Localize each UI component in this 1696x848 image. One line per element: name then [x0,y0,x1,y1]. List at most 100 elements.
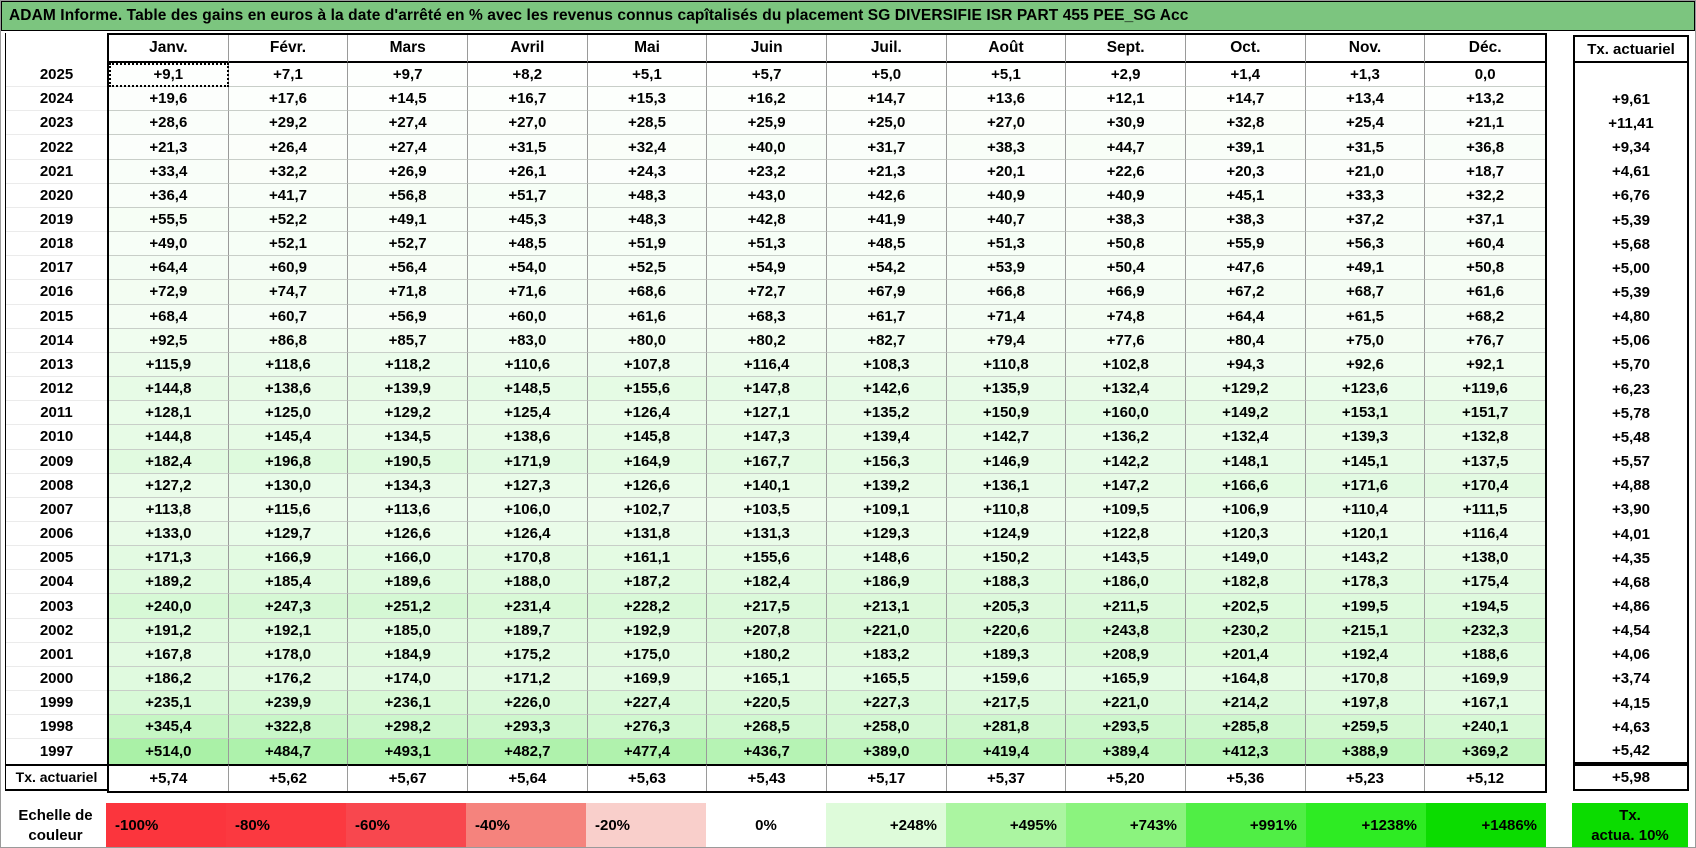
gain-cell-2003-6[interactable]: +217,5 [707,594,827,619]
gain-cell-2001-3[interactable]: +184,9 [348,642,468,667]
gain-cell-1997-4[interactable]: +482,7 [467,739,588,764]
gain-cell-2011-8[interactable]: +150,9 [946,401,1067,426]
gain-cell-2019-3[interactable]: +49,1 [348,207,468,233]
gain-cell-2000-10[interactable]: +164,8 [1185,666,1306,692]
gain-cell-2021-5[interactable]: +24,3 [587,159,708,184]
gain-cell-2003-4[interactable]: +231,4 [467,594,588,619]
gain-cell-2002-11[interactable]: +215,1 [1305,618,1426,643]
gain-cell-2007-8[interactable]: +110,8 [946,497,1067,522]
gain-cell-1998-3[interactable]: +298,2 [348,715,468,740]
tx-actuariel-month-cell-11[interactable]: +5,23 [1305,763,1426,791]
gain-cell-2016-3[interactable]: +71,8 [348,280,468,305]
gain-cell-2015-6[interactable]: +68,3 [707,304,827,329]
gain-cell-2000-9[interactable]: +165,9 [1066,666,1186,692]
gain-cell-2021-2[interactable]: +32,2 [228,159,349,184]
tx-actuariel-cell-1999[interactable]: +4,15 [1573,691,1689,716]
gain-cell-2010-11[interactable]: +139,3 [1305,425,1426,450]
gain-cell-2014-2[interactable]: +86,8 [228,328,349,353]
gain-cell-2010-5[interactable]: +145,8 [587,425,708,450]
tx-actuariel-cell-2009[interactable]: +5,57 [1573,449,1689,474]
gain-cell-2024-11[interactable]: +13,4 [1305,87,1426,112]
gain-cell-2014-1[interactable]: +92,5 [109,328,229,353]
gain-cell-2007-3[interactable]: +113,6 [348,497,468,522]
gain-cell-2011-10[interactable]: +149,2 [1185,401,1306,426]
gain-cell-2022-3[interactable]: +27,4 [348,135,468,160]
gain-cell-2022-9[interactable]: +44,7 [1066,135,1186,160]
gain-cell-2008-11[interactable]: +171,6 [1305,473,1426,498]
gain-cell-2016-1[interactable]: +72,9 [109,280,229,305]
gain-cell-1997-9[interactable]: +389,4 [1066,739,1186,764]
active-cell[interactable]: +9,1 [109,63,229,88]
tx-actuariel-month-cell-12[interactable]: +5,12 [1425,763,1545,791]
gain-cell-2025-4[interactable]: +8,2 [467,63,588,88]
gain-cell-2020-1[interactable]: +36,4 [109,183,229,208]
gain-cell-2019-12[interactable]: +37,1 [1425,207,1545,233]
gain-cell-2019-8[interactable]: +40,7 [946,207,1067,233]
gain-cell-2011-11[interactable]: +153,1 [1305,401,1426,426]
gain-cell-2012-3[interactable]: +139,9 [348,377,468,402]
tx-actuariel-cell-2000[interactable]: +3,74 [1573,666,1689,692]
gain-cell-2025-11[interactable]: +1,3 [1305,63,1426,88]
gain-cell-2000-4[interactable]: +171,2 [467,666,588,692]
gain-cell-2016-4[interactable]: +71,6 [467,280,588,305]
gain-cell-2010-2[interactable]: +145,4 [228,425,349,450]
gain-cell-2008-4[interactable]: +127,3 [467,473,588,498]
gain-cell-2005-7[interactable]: +148,6 [826,546,947,571]
gain-cell-1997-6[interactable]: +436,7 [707,739,827,764]
gain-cell-2007-4[interactable]: +106,0 [467,497,588,522]
tx-actuariel-cell-2015[interactable]: +4,80 [1573,304,1689,329]
gain-cell-2006-7[interactable]: +129,3 [826,521,947,547]
tx-actuariel-month-cell-9[interactable]: +5,20 [1066,763,1186,791]
gain-cell-2009-6[interactable]: +167,7 [707,449,827,474]
gain-cell-2024-3[interactable]: +14,5 [348,87,468,112]
gain-cell-2015-5[interactable]: +61,6 [587,304,708,329]
gain-cell-2018-4[interactable]: +48,5 [467,232,588,257]
gain-cell-1999-12[interactable]: +167,1 [1425,691,1545,716]
gain-cell-2001-12[interactable]: +188,6 [1425,642,1545,667]
gain-cell-2001-4[interactable]: +175,2 [467,642,588,667]
gain-cell-2004-9[interactable]: +186,0 [1066,570,1186,595]
gain-cell-2003-2[interactable]: +247,3 [228,594,349,619]
gain-cell-2015-10[interactable]: +64,4 [1185,304,1306,329]
gain-cell-2010-9[interactable]: +136,2 [1066,425,1186,450]
gain-cell-2001-11[interactable]: +192,4 [1305,642,1426,667]
gain-cell-2002-4[interactable]: +189,7 [467,618,588,643]
gain-cell-2018-11[interactable]: +56,3 [1305,232,1426,257]
gain-cell-2022-1[interactable]: +21,3 [109,135,229,160]
gain-cell-2011-7[interactable]: +135,2 [826,401,947,426]
gain-cell-2011-5[interactable]: +126,4 [587,401,708,426]
gain-cell-2025-10[interactable]: +1,4 [1185,63,1306,88]
gain-cell-2001-8[interactable]: +189,3 [946,642,1067,667]
gain-cell-2010-12[interactable]: +132,8 [1425,425,1545,450]
gain-cell-2007-11[interactable]: +110,4 [1305,497,1426,522]
gain-cell-2016-9[interactable]: +66,9 [1066,280,1186,305]
gain-cell-2013-5[interactable]: +107,8 [587,352,708,378]
gain-cell-2021-11[interactable]: +21,0 [1305,159,1426,184]
gain-cell-2021-9[interactable]: +22,6 [1066,159,1186,184]
gain-cell-2002-10[interactable]: +230,2 [1185,618,1306,643]
gain-cell-2017-11[interactable]: +49,1 [1305,256,1426,281]
gain-cell-2019-10[interactable]: +38,3 [1185,207,1306,233]
gain-cell-2012-10[interactable]: +129,2 [1185,377,1306,402]
gain-cell-2019-5[interactable]: +48,3 [587,207,708,233]
gain-cell-2008-3[interactable]: +134,3 [348,473,468,498]
gain-cell-1998-4[interactable]: +293,3 [467,715,588,740]
gain-cell-2003-7[interactable]: +213,1 [826,594,947,619]
gain-cell-2017-7[interactable]: +54,2 [826,256,947,281]
gain-cell-2008-9[interactable]: +147,2 [1066,473,1186,498]
gain-cell-2003-9[interactable]: +211,5 [1066,594,1186,619]
gain-cell-2011-9[interactable]: +160,0 [1066,401,1186,426]
gain-cell-2006-9[interactable]: +122,8 [1066,521,1186,547]
gain-cell-2025-6[interactable]: +5,7 [707,63,827,88]
gain-cell-2021-10[interactable]: +20,3 [1185,159,1306,184]
gain-cell-2005-11[interactable]: +143,2 [1305,546,1426,571]
gain-cell-2023-9[interactable]: +30,9 [1066,111,1186,136]
gain-cell-2012-6[interactable]: +147,8 [707,377,827,402]
gain-cell-2001-5[interactable]: +175,0 [587,642,708,667]
gain-cell-2020-12[interactable]: +32,2 [1425,183,1545,208]
gain-cell-2002-5[interactable]: +192,9 [587,618,708,643]
gain-cell-1998-5[interactable]: +276,3 [587,715,708,740]
gain-cell-2014-11[interactable]: +75,0 [1305,328,1426,353]
gain-cell-2015-11[interactable]: +61,5 [1305,304,1426,329]
gain-cell-2024-7[interactable]: +14,7 [826,87,947,112]
